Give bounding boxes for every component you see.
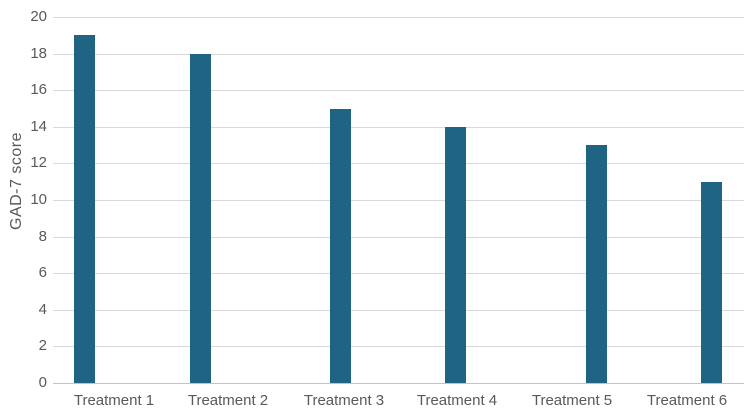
y-axis-tick-label: 8 [38, 228, 47, 245]
y-axis-tick-label: 2 [38, 337, 47, 354]
x-axis-label: Treatment 6 [646, 392, 728, 409]
bar-treatment-2 [189, 54, 211, 383]
bar-treatment-1 [74, 35, 95, 383]
y-axis-title: GAD-7 score [8, 132, 25, 230]
bar-treatment-4 [445, 127, 466, 383]
y-axis-tick-label: 12 [30, 154, 47, 171]
y-axis-tick-label: 6 [38, 264, 47, 281]
bar-treatment-6 [701, 182, 722, 383]
gridline [53, 163, 744, 164]
gridline [53, 127, 744, 128]
bar-treatment-5 [586, 145, 607, 383]
bar-treatment-3 [330, 109, 351, 384]
y-axis-tick-label: 16 [30, 81, 47, 98]
y-axis-tick-label: 14 [30, 118, 47, 135]
gridline [53, 237, 744, 238]
gridline [53, 346, 744, 347]
gridline [53, 90, 744, 91]
x-axis-label: Treatment 2 [187, 392, 269, 409]
gridline [53, 17, 744, 18]
x-axis-label: Treatment 3 [303, 392, 385, 409]
y-axis-tick-label: 18 [30, 45, 47, 62]
gridline [53, 310, 744, 311]
x-axis-label: Treatment 5 [531, 392, 613, 409]
gridline [53, 273, 744, 274]
gridline [53, 200, 744, 201]
x-axis-line [53, 383, 744, 384]
y-axis-tick-label: 4 [38, 301, 47, 318]
x-axis-label: Treatment 1 [73, 392, 155, 409]
x-axis-label: Treatment 4 [416, 392, 498, 409]
y-axis-tick-label: 10 [30, 191, 47, 208]
y-axis-tick-label: 20 [30, 8, 47, 25]
gridline [53, 54, 744, 55]
y-axis-tick-label: 0 [38, 374, 47, 391]
